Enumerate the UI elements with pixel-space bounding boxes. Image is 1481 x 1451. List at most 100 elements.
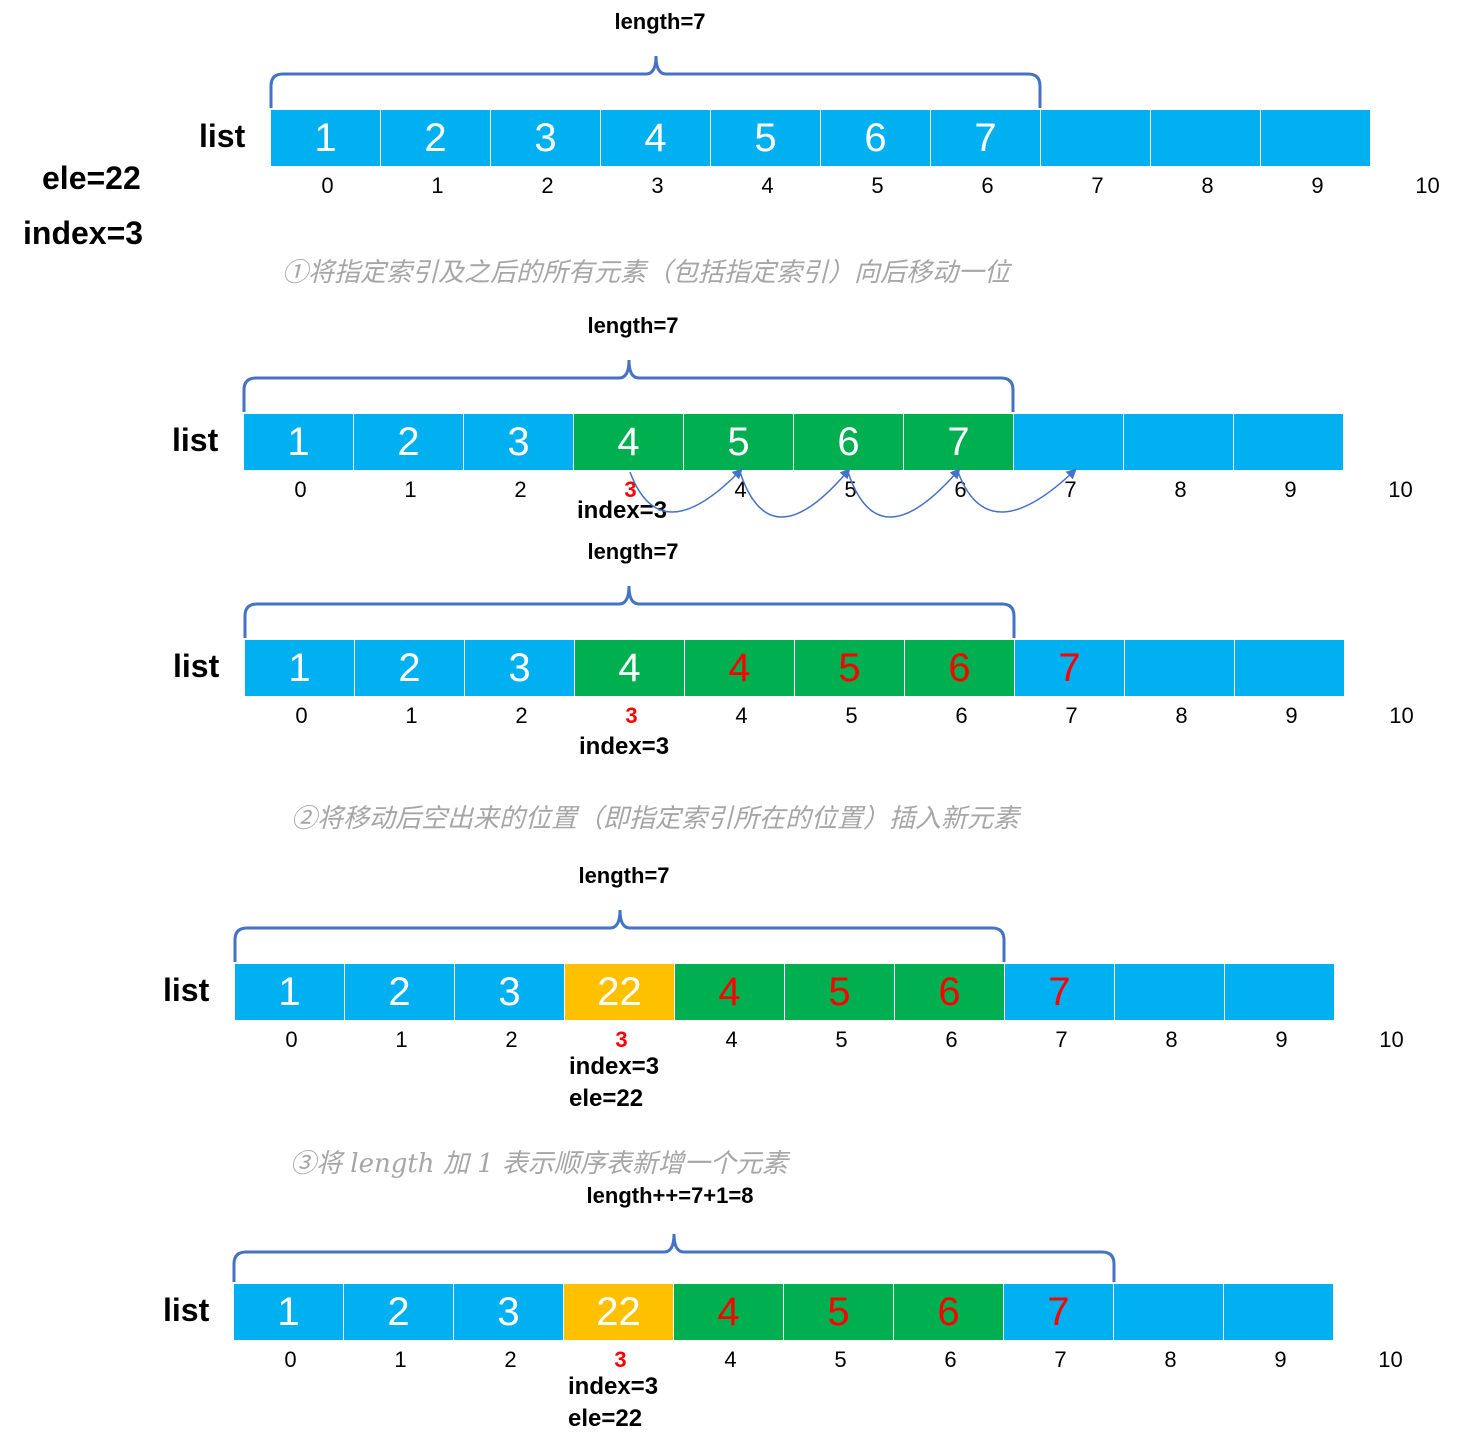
index-label: 9: [1274, 1347, 1287, 1372]
index-label: 7: [1091, 173, 1104, 198]
step1-caption: ①将指定索引及之后的所有元素（包括指定索引）向后移动一位: [282, 258, 1011, 288]
list-cell: 2: [355, 640, 464, 696]
ele-param-label: ele=22: [42, 160, 141, 196]
index-label: 8: [1201, 173, 1214, 198]
list-cell: 3: [454, 1284, 563, 1340]
index-label: 1: [404, 477, 417, 502]
index-label: 2: [541, 173, 554, 198]
index-label: 2: [515, 703, 528, 728]
list-cell: 5: [784, 1284, 893, 1340]
list-array: 1 2 3 22 4 5 6 7: [235, 964, 1334, 1020]
list-cell: 6: [821, 110, 930, 166]
index-label: 8: [1175, 703, 1188, 728]
index-label: 0: [284, 1347, 297, 1372]
list-cell: 7: [1005, 964, 1114, 1020]
length-label: length=7: [578, 863, 670, 888]
index-label: 10: [1389, 703, 1414, 728]
index-label: 3: [651, 173, 664, 198]
index-label: 8: [1165, 1027, 1178, 1052]
list-cell: [1114, 1284, 1223, 1340]
list-cell: 7: [931, 110, 1040, 166]
index-label: 8: [1174, 477, 1187, 502]
length-label: length=7: [614, 9, 706, 34]
index-label: 5: [844, 477, 857, 502]
index-label: 4: [725, 1027, 738, 1052]
index-label: 3: [615, 1027, 628, 1052]
index-label: 1: [431, 173, 444, 198]
index-param-label: index=3: [23, 215, 144, 251]
list-cell: [1234, 414, 1343, 470]
step2-caption: ②将移动后空出来的位置（即指定索引所在的位置）插入新元素: [291, 804, 1020, 834]
index-label: 1: [395, 1027, 408, 1052]
index-label: 4: [761, 173, 774, 198]
index-label: 2: [504, 1347, 517, 1372]
list-cell: 3: [491, 110, 600, 166]
index-label: 5: [871, 173, 884, 198]
index-label: 5: [845, 703, 858, 728]
index-note: index=3: [577, 495, 667, 527]
list-label: list: [172, 422, 219, 458]
index-note: index=3: [579, 731, 669, 763]
list-cell: 3: [455, 964, 564, 1020]
list-cell: 7: [1004, 1284, 1113, 1340]
index-note: index=3 ele=22: [569, 1051, 659, 1115]
list-cell: 4: [674, 1284, 783, 1340]
list-cell: 1: [235, 964, 344, 1020]
list-cell: 4: [601, 110, 710, 166]
ele-note-text: ele=22: [569, 1085, 644, 1112]
list-cell: 6: [895, 964, 1004, 1020]
index-label: 4: [724, 1347, 737, 1372]
step3-caption: ③将 length 加 1 表示顺序表新增一个元素: [290, 1149, 788, 1179]
list-cell: 6: [794, 414, 903, 470]
index-label: 4: [734, 477, 747, 502]
list-cell: 5: [711, 110, 820, 166]
index-label: 2: [505, 1027, 518, 1052]
index-label: 6: [955, 703, 968, 728]
list-cell: [1261, 110, 1370, 166]
list-cell: 5: [785, 964, 894, 1020]
list-cell: 7: [1015, 640, 1124, 696]
index-label: 5: [834, 1347, 847, 1372]
index-label: 6: [981, 173, 994, 198]
index-label: 9: [1284, 477, 1297, 502]
index-label: 10: [1378, 1347, 1403, 1372]
index-label: 0: [321, 173, 334, 198]
list-cell: [1151, 110, 1260, 166]
index-note-text: index=3: [579, 733, 670, 760]
list-cell: 1: [245, 640, 354, 696]
index-label: 3: [614, 1347, 627, 1372]
length-brace: [232, 1233, 1116, 1282]
ele-note-text: ele=22: [568, 1405, 643, 1432]
list-label: list: [163, 1292, 210, 1328]
list-label: list: [173, 648, 220, 684]
list-cell: 4: [675, 964, 784, 1020]
index-label: 6: [945, 1027, 958, 1052]
list-cell: [1235, 640, 1344, 696]
list-cell: 6: [905, 640, 1014, 696]
list-cell: 4: [575, 640, 684, 696]
index-label: 0: [295, 703, 308, 728]
list-cell: 3: [464, 414, 573, 470]
list-cell: [1225, 964, 1334, 1020]
index-label: 10: [1415, 173, 1440, 198]
index-label: 1: [405, 703, 418, 728]
list-cell: 7: [904, 414, 1013, 470]
index-label: 7: [1065, 703, 1078, 728]
index-label: 7: [1064, 477, 1077, 502]
index-label: 3: [625, 703, 638, 728]
list-label: list: [199, 118, 246, 154]
list-cell: 5: [684, 414, 793, 470]
list-cell: 2: [381, 110, 490, 166]
length-brace: [269, 55, 1042, 108]
index-label: 6: [944, 1347, 957, 1372]
index-label: 9: [1311, 173, 1324, 198]
list-label: list: [163, 972, 210, 1008]
list-cell: 2: [354, 414, 463, 470]
index-note-text: index=3: [569, 1053, 660, 1080]
index-note-text: index=3: [577, 497, 668, 524]
length-label: length=7: [587, 539, 679, 564]
list-cell: 3: [465, 640, 574, 696]
list-cell: 4: [574, 414, 683, 470]
